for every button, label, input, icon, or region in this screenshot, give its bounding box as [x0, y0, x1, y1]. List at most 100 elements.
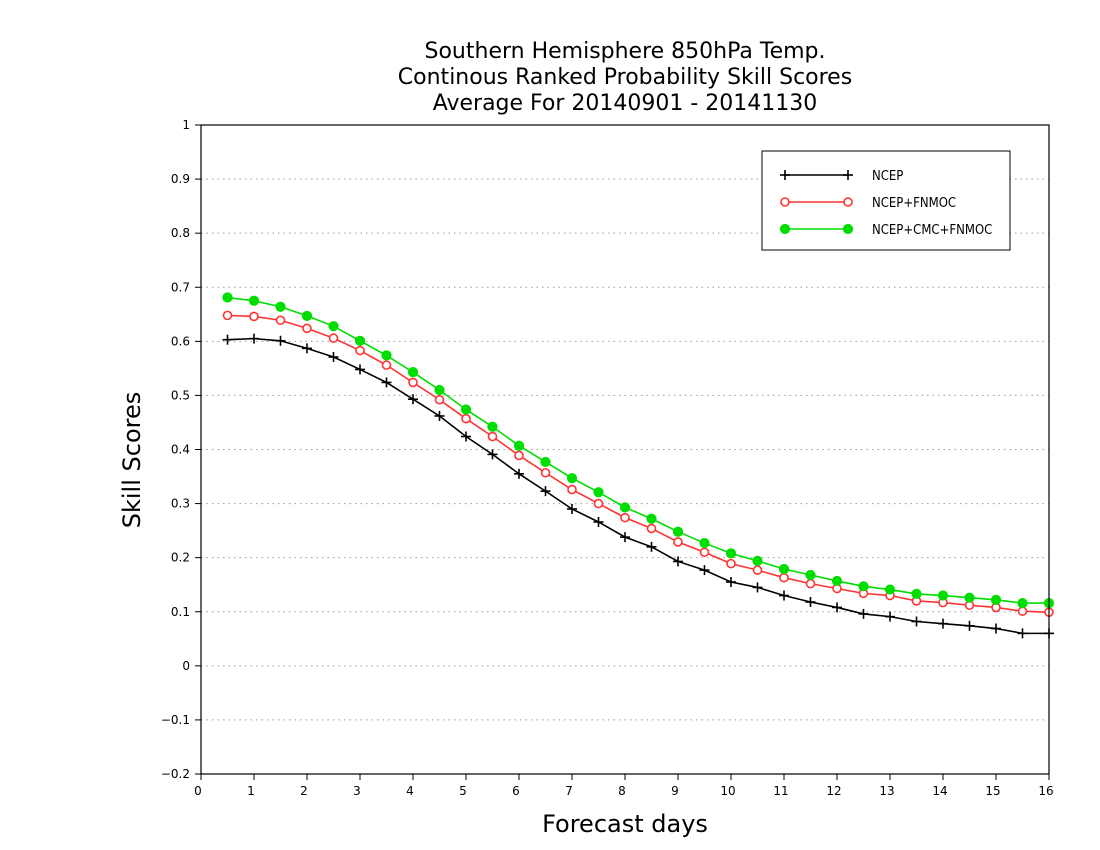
series-ncep-fnmoc-point — [249, 311, 259, 322]
chart-title-line-1: Southern Hemisphere 850hPa Temp. — [425, 39, 826, 64]
series-ncep-fnmoc-point — [514, 450, 524, 461]
y-tick-label: 0.8 — [171, 226, 190, 240]
x-tick-label: 10 — [720, 784, 735, 798]
legend-ncep-fnmoc-end-point — [843, 197, 853, 207]
x-tick-label: 8 — [618, 784, 626, 798]
series-ncep-cmc-fnmoc-point — [1017, 597, 1028, 609]
y-tick-label: 0.7 — [171, 280, 190, 294]
series-ncep-fnmoc-point — [567, 484, 577, 495]
series-ncep-point — [461, 431, 471, 442]
series-ncep-point — [805, 597, 816, 608]
series-ncep-point — [1017, 628, 1028, 639]
legend-ncep-label: NCEP — [872, 169, 903, 184]
series-ncep-fnmoc-point — [461, 413, 471, 424]
series-ncep-fnmoc-point — [275, 315, 286, 326]
y-tick-label: 0 — [182, 659, 190, 673]
series-ncep-fnmoc-point — [408, 377, 418, 388]
series-ncep-fnmoc-point — [355, 345, 365, 356]
series-ncep-cmc-fnmoc-point — [381, 350, 392, 361]
series-ncep-point — [964, 620, 975, 631]
series-ncep-cmc-fnmoc-point — [513, 440, 525, 451]
series-ncep-cmc-fnmoc-point — [593, 487, 604, 498]
series-ncep-fnmoc-point — [328, 333, 339, 343]
series-ncep-cmc-fnmoc-point — [725, 548, 737, 559]
series-ncep-point — [752, 582, 763, 593]
legend-ncep-cmc-fnmoc: NCEP+CMC+FNMOC — [779, 223, 992, 238]
series-ncep-point — [249, 333, 259, 344]
series-ncep-fnmoc-point — [434, 394, 445, 405]
series-ncep-cmc-fnmoc-point — [222, 292, 233, 303]
x-tick-label: 16 — [1038, 784, 1053, 798]
series-ncep-cmc-fnmoc-point — [884, 584, 896, 595]
series-ncep-cmc-fnmoc-point — [699, 537, 710, 549]
series-ncep-cmc-fnmoc-point — [990, 594, 1002, 605]
series-ncep-fnmoc-point — [302, 323, 312, 334]
series-ncep-line — [227, 337, 1049, 635]
series-ncep-point — [673, 556, 683, 567]
series-ncep-cmc-fnmoc-point — [354, 335, 366, 346]
x-tick-label: 13 — [879, 784, 894, 798]
series-ncep-cmc-fnmoc-point — [487, 421, 498, 432]
series-ncep-cmc-fnmoc-point — [672, 526, 684, 537]
series-ncep-fnmoc-point — [779, 572, 789, 583]
series-ncep — [222, 333, 1054, 639]
series-ncep-point — [434, 410, 445, 421]
chart-title-line-3: Average For 20140901 - 20141130 — [433, 91, 818, 116]
legend-ncep-cmc-fnmoc-label: NCEP+CMC+FNMOC — [872, 223, 992, 238]
series-ncep-cmc-fnmoc-point — [831, 575, 843, 587]
series-ncep-cmc-fnmoc-point — [434, 384, 445, 396]
series-ncep-point — [779, 590, 789, 601]
series-ncep-cmc-fnmoc-point — [911, 588, 922, 600]
series-ncep-cmc-fnmoc-point — [619, 502, 631, 513]
x-tick-label: 11 — [773, 784, 788, 798]
series-ncep-cmc-fnmoc-point — [858, 581, 869, 592]
y-tick-label: 0.6 — [171, 334, 190, 348]
series-ncep-cmc-fnmoc-point — [328, 321, 339, 332]
y-tick-label: −0.1 — [161, 713, 190, 727]
x-tick-label: 9 — [671, 784, 679, 798]
x-tick-label: 14 — [932, 784, 947, 798]
legend-ncep-fnmoc: NCEP+FNMOC — [780, 196, 956, 211]
series-ncep-point — [620, 532, 630, 543]
y-tick-label: 0.2 — [171, 551, 190, 565]
series-lines — [222, 292, 1055, 639]
x-tick-label: 7 — [565, 784, 573, 798]
series-ncep-fnmoc-point — [487, 431, 498, 442]
series-ncep-point — [699, 565, 710, 576]
series-ncep-cmc-fnmoc-point — [646, 513, 657, 524]
series-ncep-cmc-fnmoc-point — [752, 555, 763, 567]
series-ncep-point — [567, 503, 577, 514]
series-ncep-point — [726, 577, 736, 588]
series-ncep-cmc-fnmoc-point — [805, 569, 816, 581]
series-ncep-fnmoc-point — [699, 547, 710, 558]
series-ncep-point — [911, 616, 922, 627]
series-ncep-cmc-fnmoc-point — [248, 295, 260, 306]
x-tick-label: 3 — [353, 784, 361, 798]
series-ncep-point — [885, 611, 895, 622]
series-ncep-fnmoc-point — [222, 310, 233, 321]
legend-box — [761, 150, 1011, 251]
legend-ncep-cmc-fnmoc-start-point — [779, 223, 791, 235]
series-ncep-cmc-fnmoc-point — [275, 301, 286, 312]
series-ncep-point — [355, 364, 365, 375]
series-ncep-point — [514, 468, 524, 479]
legend-ncep-start-point — [780, 170, 790, 180]
series-ncep-point — [991, 623, 1001, 634]
series-ncep-point — [381, 377, 392, 388]
y-tick-label: 0.3 — [171, 497, 190, 511]
series-ncep-fnmoc-point — [620, 512, 630, 523]
chart-title-line-2: Continous Ranked Probability Skill Score… — [398, 65, 852, 90]
series-ncep-point — [302, 343, 312, 354]
series-ncep-cmc-fnmoc-point — [460, 404, 472, 415]
legend-ncep: NCEP — [780, 169, 903, 184]
series-ncep-point — [222, 334, 233, 345]
series-ncep-point — [646, 541, 657, 552]
series-ncep-cmc-fnmoc-point — [301, 310, 313, 322]
y-axis-label: Skill Scores — [118, 392, 146, 529]
legend-ncep-end-point — [843, 170, 853, 180]
x-tick-label: 1 — [247, 784, 255, 798]
series-ncep-fnmoc — [222, 310, 1054, 618]
x-tick-label: 15 — [985, 784, 1000, 798]
legend-ncep-fnmoc-start-point — [780, 197, 790, 207]
